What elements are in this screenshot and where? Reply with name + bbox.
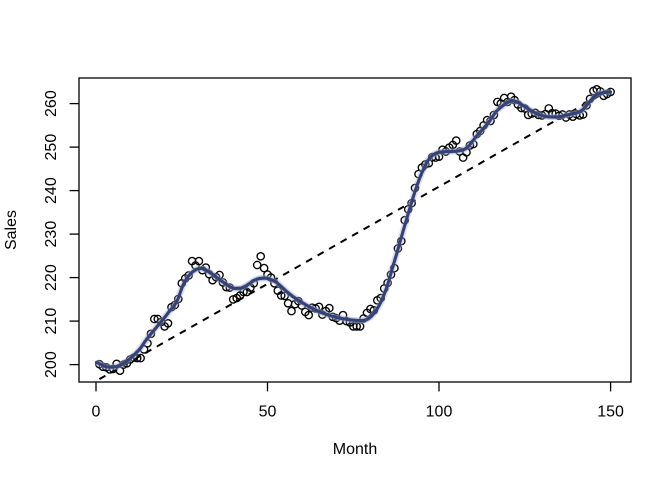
svg-text:220: 220 [43, 264, 60, 291]
svg-text:Sales: Sales [3, 210, 20, 250]
svg-text:100: 100 [426, 404, 453, 421]
svg-text:230: 230 [43, 221, 60, 248]
svg-text:240: 240 [43, 177, 60, 204]
svg-text:0: 0 [92, 404, 101, 421]
svg-text:150: 150 [597, 404, 624, 421]
svg-text:250: 250 [43, 134, 60, 161]
svg-text:Month: Month [333, 441, 377, 458]
svg-text:200: 200 [43, 351, 60, 378]
svg-text:260: 260 [43, 90, 60, 117]
svg-text:50: 50 [259, 404, 277, 421]
svg-text:210: 210 [43, 308, 60, 335]
